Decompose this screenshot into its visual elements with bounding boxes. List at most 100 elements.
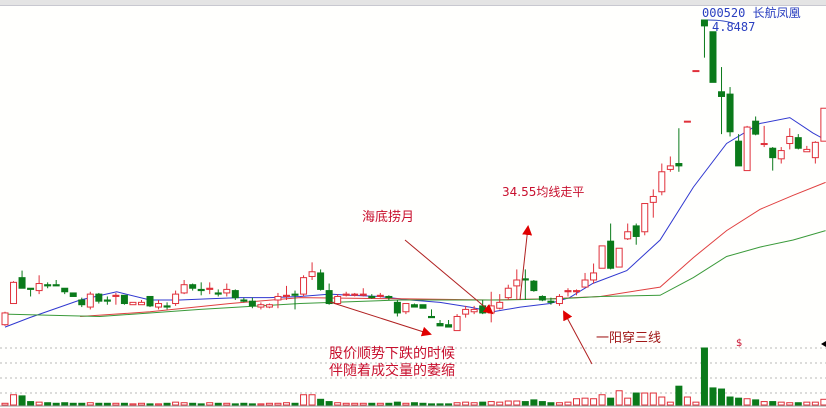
candle — [393, 300, 401, 317]
candle-body — [410, 304, 418, 308]
ma-long-line — [4, 230, 826, 318]
annotation-decline-2: 伴随着成交量的萎缩 — [329, 363, 455, 379]
candle-body — [743, 126, 751, 172]
haidi-arrow — [404, 239, 494, 315]
volume-bar — [317, 398, 325, 406]
candle — [462, 305, 470, 318]
candle-body — [291, 293, 299, 296]
candle — [692, 70, 700, 73]
volume-bar — [658, 396, 666, 406]
candle-body — [402, 303, 410, 313]
candle — [291, 290, 299, 310]
candle — [1, 311, 9, 326]
candle — [615, 247, 623, 268]
candle — [189, 283, 197, 291]
candle — [214, 289, 222, 297]
candle — [538, 295, 546, 302]
candle — [410, 303, 418, 308]
candle-body — [86, 293, 94, 308]
candle — [172, 290, 180, 306]
volume-bar — [351, 402, 359, 406]
candle — [27, 287, 35, 297]
candle — [769, 147, 777, 171]
volume-bar — [811, 401, 819, 406]
candle — [675, 128, 683, 172]
peak-leader-line — [707, 19, 736, 25]
volume-bar — [325, 401, 333, 406]
candle — [146, 295, 154, 308]
volume-bar — [35, 401, 43, 406]
candle — [624, 223, 632, 240]
candle-body — [52, 284, 60, 287]
candle — [18, 270, 26, 289]
candle — [709, 31, 717, 83]
candle-body — [692, 70, 700, 73]
candle — [504, 284, 512, 300]
volume-bar — [137, 402, 145, 406]
candle-body — [351, 293, 359, 296]
volume-bar — [453, 402, 461, 406]
volume-bar — [248, 403, 256, 406]
candle — [308, 262, 316, 280]
volume-bar — [445, 403, 453, 406]
volume-bar — [359, 402, 367, 406]
volume-bar — [419, 402, 427, 406]
candle — [10, 281, 18, 305]
candle — [573, 289, 581, 296]
candle-body — [607, 240, 615, 269]
volume-bar — [675, 385, 683, 406]
volume-bar — [189, 402, 197, 406]
candle-body — [342, 293, 350, 296]
candle — [342, 291, 350, 297]
candle — [103, 296, 111, 305]
volume-bar — [69, 402, 77, 406]
annotation-ma-flat: 34.55均线走平 — [502, 185, 585, 199]
moving-averages — [4, 117, 826, 328]
candle-body — [769, 147, 777, 159]
candle — [240, 297, 248, 303]
candle — [547, 297, 555, 305]
candle — [530, 280, 538, 292]
candle-body — [137, 301, 145, 306]
candle — [735, 134, 743, 167]
candle-body — [803, 148, 811, 153]
volume-bar — [410, 402, 418, 406]
candle-body — [419, 304, 427, 309]
volume-bar — [735, 397, 743, 406]
candle — [743, 125, 751, 172]
candle-body — [257, 304, 265, 308]
candle — [197, 282, 205, 296]
candles — [1, 19, 826, 332]
candle — [137, 300, 145, 306]
candle-body — [35, 283, 43, 292]
candle-body — [69, 292, 77, 297]
volume-bar — [760, 401, 768, 406]
volume-bar — [683, 396, 691, 406]
volume-bar — [376, 402, 384, 406]
candle-body — [197, 288, 205, 292]
candle-body — [581, 279, 589, 288]
candle-body — [300, 277, 308, 295]
candle-body — [760, 143, 768, 146]
volume-bar — [803, 401, 811, 406]
candle-body — [811, 141, 819, 159]
candle — [683, 120, 691, 123]
candle — [385, 295, 393, 300]
candle — [120, 294, 128, 305]
candle-body — [385, 295, 393, 299]
candle-body — [265, 304, 273, 308]
volume-bar — [428, 403, 435, 406]
candle-body — [428, 315, 435, 319]
ma-flat-arrow — [519, 225, 533, 301]
candle — [274, 292, 282, 309]
candle-body — [146, 295, 154, 307]
annotation-arrows — [329, 19, 826, 365]
candle-body — [700, 19, 708, 27]
candle — [718, 67, 726, 135]
peak-price-label: 4.8487 — [712, 20, 756, 34]
candle — [223, 283, 231, 297]
candle — [69, 292, 77, 297]
volume-bar — [530, 399, 538, 406]
candle-body — [317, 272, 325, 290]
candle — [180, 280, 188, 295]
